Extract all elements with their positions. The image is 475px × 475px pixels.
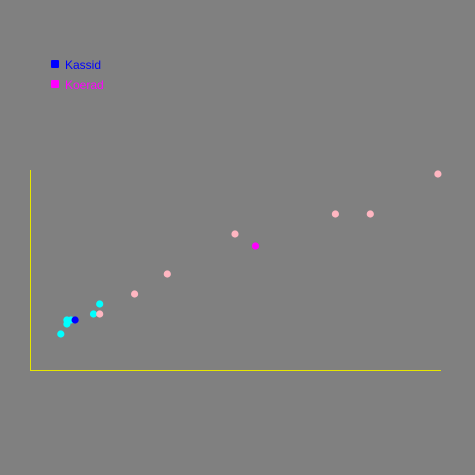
data-points <box>57 170 442 338</box>
data-point-kassid <box>57 330 65 338</box>
data-point-koerad <box>251 242 260 250</box>
legend-label-kassid: Kassid <box>65 58 101 72</box>
data-point-koerad <box>131 290 139 298</box>
data-point-kassid <box>96 300 104 308</box>
data-point-koerad <box>96 310 104 318</box>
legend-label-koerad: Koerad <box>65 78 104 92</box>
data-point-koerad <box>331 210 339 218</box>
data-point-kassid <box>89 310 98 318</box>
legend-marker-koerad <box>51 80 59 88</box>
data-point-koerad <box>163 270 171 278</box>
data-point-kassid <box>71 316 79 324</box>
data-point-koerad <box>231 230 239 238</box>
data-point-koerad <box>434 170 442 178</box>
legend: Kassid Koerad <box>51 58 104 92</box>
legend-marker-kassid <box>51 60 59 68</box>
data-point-koerad <box>366 210 374 218</box>
